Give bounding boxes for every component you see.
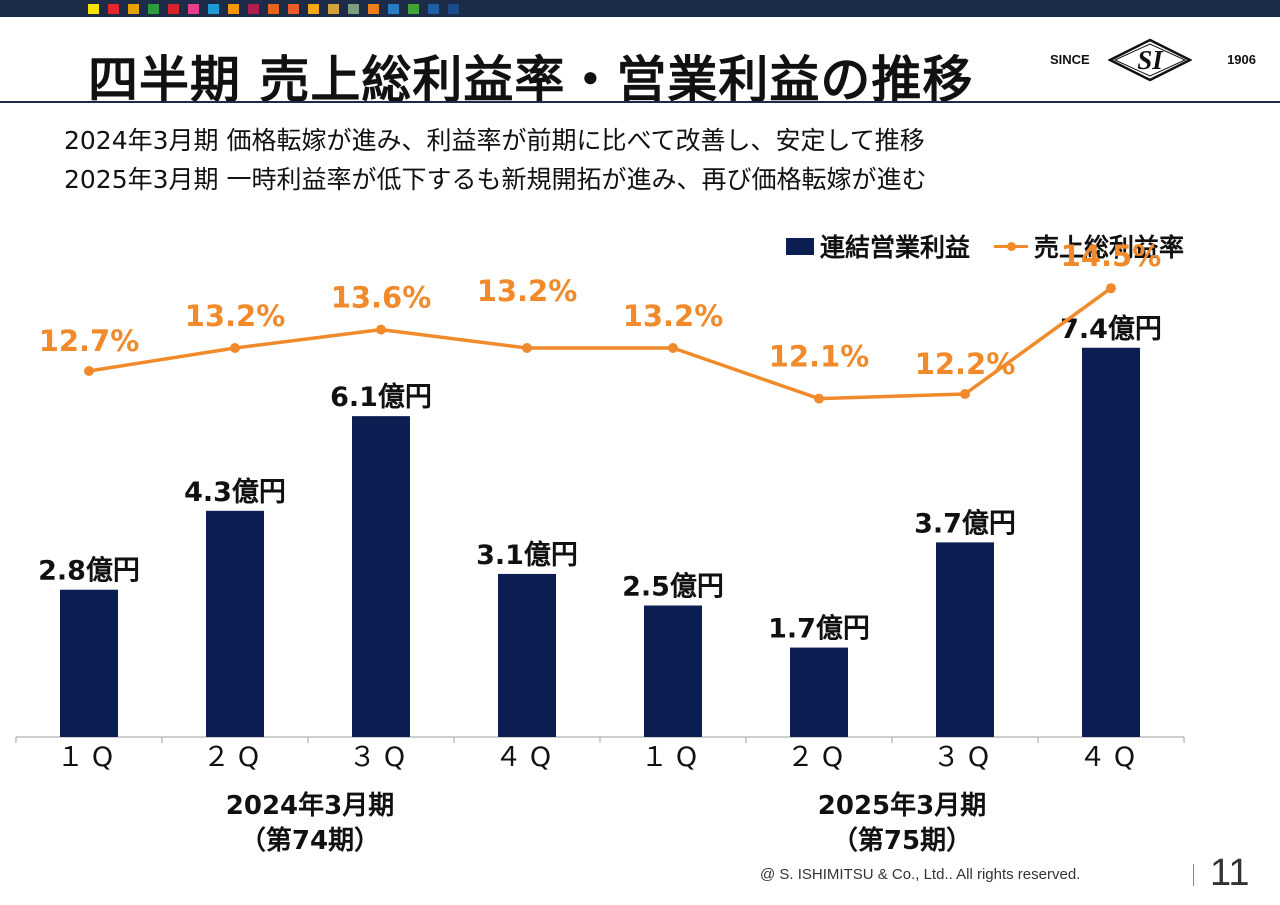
line-point-gross-margin xyxy=(84,366,94,376)
x-tick-label: ３Q xyxy=(349,742,413,773)
x-tick-label: １Q xyxy=(57,742,121,773)
line-value-label: 14.5% xyxy=(1061,239,1162,273)
logo-mark: SI xyxy=(1137,45,1164,75)
color-swatch xyxy=(428,4,439,14)
x-tick-label: ３Q xyxy=(933,742,997,773)
line-point-gross-margin xyxy=(230,343,240,353)
color-swatch xyxy=(128,4,139,14)
logo-year: 1906 xyxy=(1227,52,1256,67)
logo-since: SINCE xyxy=(1050,52,1090,67)
line-point-gross-margin xyxy=(1106,283,1116,294)
bar-value-label: 3.7億円 xyxy=(914,508,1016,539)
fiscal-period-label-74: （第74期） xyxy=(239,826,381,856)
color-swatches xyxy=(88,4,459,14)
company-logo: SINCE SI 1906 xyxy=(1046,38,1258,82)
bar-operating-profit xyxy=(498,573,556,737)
legend-bar-label: 連結営業利益 xyxy=(820,233,971,262)
x-tick-label: ２Q xyxy=(203,742,267,773)
color-swatch xyxy=(188,4,199,14)
color-swatch xyxy=(248,4,259,14)
line-value-label: 12.1% xyxy=(769,340,870,374)
fiscal-year-label-2025: 2025年3月期 xyxy=(817,791,987,821)
chart-legend: 連結営業利益 売上総利益率 xyxy=(786,228,1184,264)
x-tick-label: ４Q xyxy=(495,742,559,773)
bar-operating-profit xyxy=(936,542,994,737)
color-swatch xyxy=(288,4,299,14)
color-swatch xyxy=(88,4,99,14)
color-swatch xyxy=(108,4,119,14)
legend-bar-swatch xyxy=(786,237,814,255)
line-point-gross-margin xyxy=(376,324,386,335)
bar-operating-profit xyxy=(60,589,118,737)
summary-line-fy2025: 2025年3月期 一時利益率が低下するも新規開拓が進み、再び価格転嫁が進む xyxy=(64,165,927,194)
color-swatch xyxy=(388,4,399,14)
fiscal-period-label-75: （第75期） xyxy=(831,826,973,856)
header-bar xyxy=(0,0,1280,17)
bar-operating-profit xyxy=(206,510,264,737)
bar-value-label: 3.1億円 xyxy=(476,540,578,571)
color-swatch xyxy=(268,4,279,14)
bar-value-label: 7.4億円 xyxy=(1060,314,1162,345)
bar-operating-profit xyxy=(352,416,410,737)
color-swatch xyxy=(148,4,159,14)
copyright-text: @ S. ISHIMITSU & Co., Ltd.. All rights r… xyxy=(760,866,1081,883)
legend-line-swatch xyxy=(994,238,1029,255)
color-swatch xyxy=(448,4,459,14)
x-tick-label: １Q xyxy=(641,742,705,773)
page-number: 11 xyxy=(1210,852,1250,894)
bar-operating-profit xyxy=(644,605,702,737)
line-point-gross-margin xyxy=(814,393,824,404)
line-value-label: 13.2% xyxy=(185,299,286,333)
legend-line-label: 売上総利益率 xyxy=(1034,233,1185,262)
color-swatch xyxy=(348,4,359,14)
bar-operating-profit xyxy=(1082,347,1140,737)
color-swatch xyxy=(308,4,319,14)
line-gross-margin xyxy=(88,286,1113,401)
title-divider xyxy=(0,101,1280,103)
page-title: 四半期 売上総利益率・営業利益の推移 xyxy=(88,51,974,109)
fiscal-year-label-2024: 2024年3月期 xyxy=(225,791,395,821)
footer-divider xyxy=(1193,864,1194,886)
color-swatch xyxy=(208,4,219,14)
bar-operating-profit xyxy=(790,647,848,737)
x-tick-label: ４Q xyxy=(1079,742,1143,773)
line-value-label: 12.7% xyxy=(39,324,140,358)
line-point-gross-margin xyxy=(522,343,532,353)
x-tick-label: ２Q xyxy=(787,742,851,773)
summary-line-fy2024: 2024年3月期 価格転嫁が進み、利益率が前期に比べて改善し、安定して推移 xyxy=(64,126,925,155)
bar-value-label: 1.7億円 xyxy=(768,614,870,645)
color-swatch xyxy=(408,4,419,14)
color-swatch xyxy=(228,4,239,14)
color-swatch xyxy=(168,4,179,14)
line-value-label: 12.2% xyxy=(915,347,1016,381)
line-point-gross-margin xyxy=(668,343,678,353)
color-swatch xyxy=(368,4,379,14)
bar-value-label: 6.1億円 xyxy=(330,382,432,413)
bar-value-label: 2.5億円 xyxy=(622,572,724,603)
si-diamond-logo-icon: SI xyxy=(1108,38,1192,82)
line-value-label: 13.6% xyxy=(331,281,432,315)
bar-value-label: 4.3億円 xyxy=(184,477,286,508)
line-value-label: 13.2% xyxy=(623,299,724,333)
line-point-gross-margin xyxy=(960,389,970,399)
line-value-label: 13.2% xyxy=(477,274,578,308)
bar-value-label: 2.8億円 xyxy=(38,556,140,587)
color-swatch xyxy=(328,4,339,14)
